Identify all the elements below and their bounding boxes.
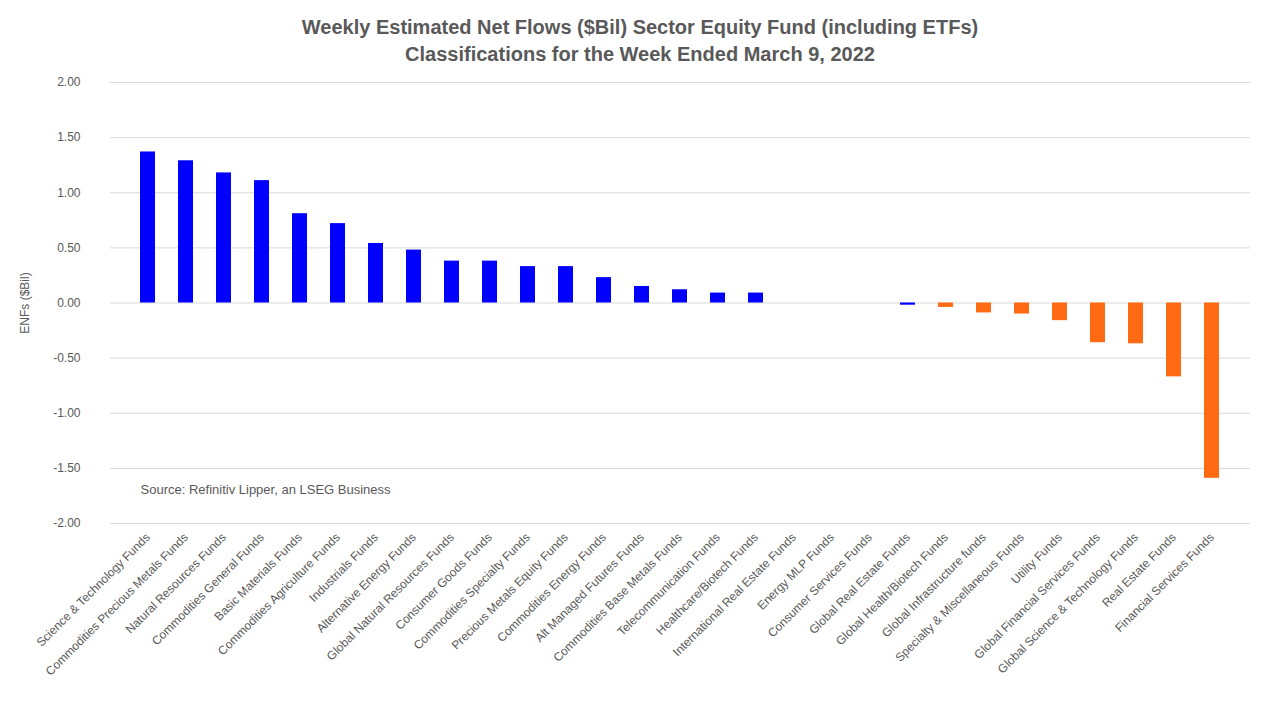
svg-text:2.00: 2.00 <box>57 75 81 89</box>
svg-text:Commodities Base Metals Funds: Commodities Base Metals Funds <box>550 530 685 665</box>
svg-text:Energy MLP Funds: Energy MLP Funds <box>754 530 837 613</box>
svg-text:Basic Materials Funds: Basic Materials Funds <box>211 530 305 624</box>
svg-text:Consumer Services Funds: Consumer Services Funds <box>765 530 875 641</box>
svg-text:Specialty & Miscellaneous Fund: Specialty & Miscellaneous Funds <box>892 530 1026 664</box>
svg-text:Science & Technology Funds: Science & Technology Funds <box>33 530 153 650</box>
svg-text:0.50: 0.50 <box>57 241 81 255</box>
svg-text:Alt Managed Futures Funds: Alt Managed Futures Funds <box>532 530 647 645</box>
svg-text:Commodities Specialty Funds: Commodities Specialty Funds <box>410 530 533 653</box>
svg-text:Financial Services Funds: Financial Services Funds <box>1112 530 1217 635</box>
svg-text:Natural Resources Funds: Natural Resources Funds <box>122 530 229 637</box>
svg-text:Healthcare/Biotech Funds: Healthcare/Biotech Funds <box>653 530 761 638</box>
svg-text:1.50: 1.50 <box>57 130 81 144</box>
svg-text:Telecommunication Funds: Telecommunication Funds <box>614 530 723 639</box>
svg-text:Commodities Agriculture Funds: Commodities Agriculture Funds <box>215 530 343 659</box>
svg-text:1.00: 1.00 <box>57 186 81 200</box>
svg-text:Global Financial Services Fund: Global Financial Services Funds <box>971 530 1103 662</box>
svg-text:0.00: 0.00 <box>57 296 81 310</box>
svg-text:ENFs ($Bil): ENFs ($Bil) <box>18 272 32 333</box>
svg-text:Global Science & Technology Fu: Global Science & Technology Funds <box>995 530 1141 676</box>
svg-text:Precious Metals Equity Funds: Precious Metals Equity Funds <box>448 530 571 653</box>
svg-text:Commodities General Funds: Commodities General Funds <box>148 530 267 649</box>
svg-text:-0.50: -0.50 <box>53 351 81 365</box>
svg-text:Commodities Precious Metals Fu: Commodities Precious Metals Funds <box>43 530 191 678</box>
svg-text:-1.50: -1.50 <box>53 461 81 475</box>
svg-text:Global Real Estate Funds: Global Real Estate Funds <box>806 530 913 637</box>
svg-text:Commodities Energy Funds: Commodities Energy Funds <box>494 530 609 645</box>
svg-text:Utility Funds: Utility Funds <box>1008 530 1065 587</box>
svg-text:Consumer Goods Funds: Consumer Goods Funds <box>392 530 495 633</box>
svg-text:Global Natural Resources Funds: Global Natural Resources Funds <box>323 530 457 664</box>
svg-text:Industrials Funds: Industrials Funds <box>306 530 381 605</box>
svg-text:Source: Refinitiv Lipper, an L: Source: Refinitiv Lipper, an LSEG Busine… <box>141 482 392 497</box>
svg-text:Global Health/Biotech Funds: Global Health/Biotech Funds <box>832 530 951 649</box>
svg-text:-2.00: -2.00 <box>53 516 81 530</box>
svg-text:International Real Estate Fund: International Real Estate Funds <box>670 530 799 659</box>
svg-text:-1.00: -1.00 <box>53 406 81 420</box>
svg-text:Global Infrastructure funds: Global Infrastructure funds <box>878 530 989 641</box>
svg-text:Alternative Energy Funds: Alternative Energy Funds <box>313 530 419 636</box>
html-text:Weekly Estimated Net Flows ($B: Weekly Estimated Net Flows ($Bil) Sector… <box>301 16 979 65</box>
svg-text:Real Estate Funds: Real Estate Funds <box>1099 530 1179 610</box>
